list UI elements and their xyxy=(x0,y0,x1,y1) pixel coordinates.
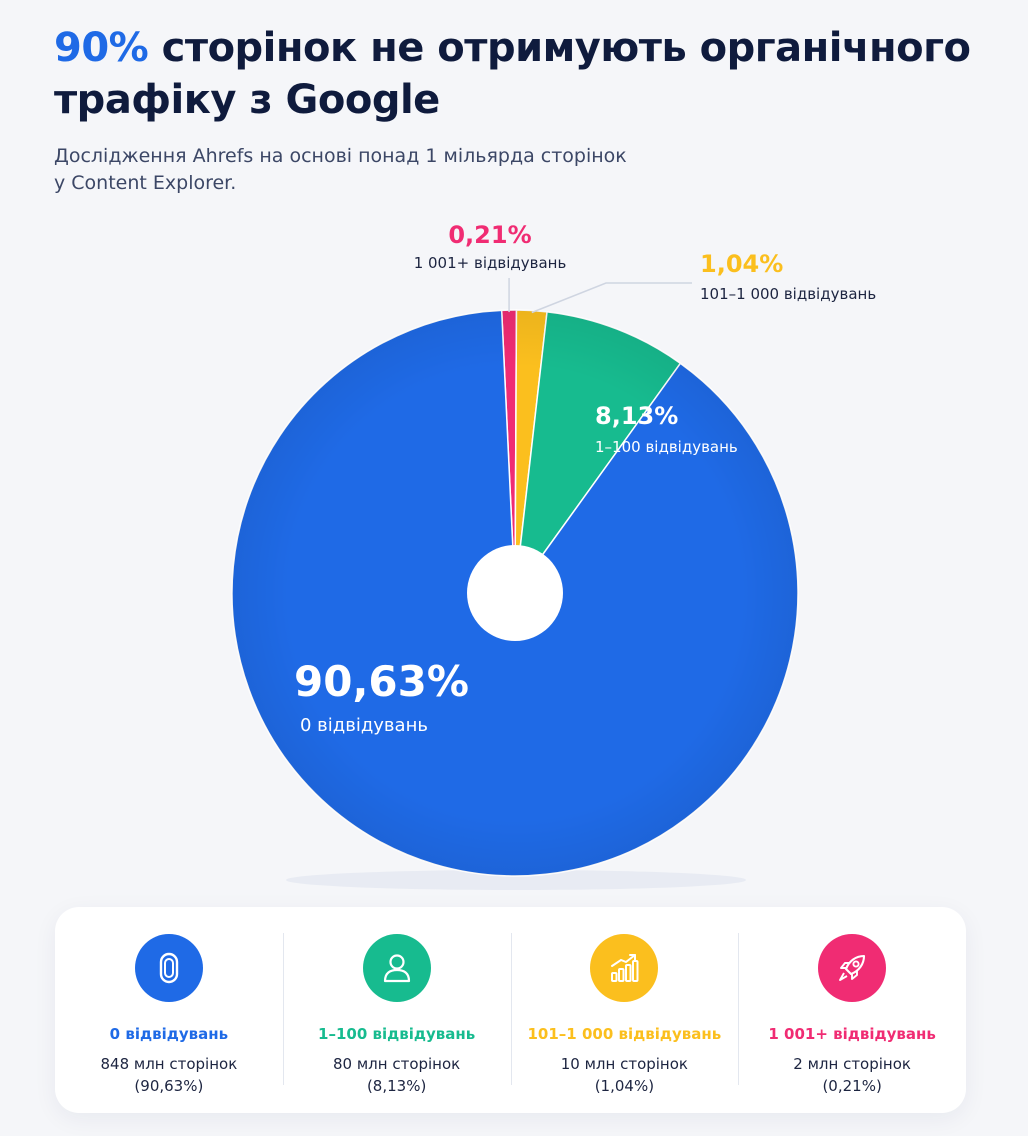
pie-chart: 90,63% 0 відвідувань 8,13% 1–100 відвідуван… xyxy=(231,221,876,890)
stat-value: 848 млн сторінок (90,63%) xyxy=(100,1053,237,1097)
stat-icon-circle xyxy=(134,934,203,1002)
stat-label: 0 відвідувань xyxy=(109,1025,229,1043)
stat-pages: 848 млн сторінок xyxy=(100,1055,238,1073)
stat-value: 80 млн сторінок (8,13%) xyxy=(333,1053,460,1097)
stat-label: 1 001+ відвідувань xyxy=(768,1025,936,1043)
slice-category-label-2: 101–1 000 відвідувань xyxy=(700,285,876,303)
slice-value-label-2: 1,04% xyxy=(700,250,783,278)
pie-shadow xyxy=(286,870,746,890)
slice-value-label-3: 0,21% xyxy=(448,221,531,249)
stat-value: 10 млн сторінок (1,04%) xyxy=(561,1053,688,1097)
title-text: сторінок не отримують органічного трафік… xyxy=(54,25,971,123)
stat-1001-plus-visits: 1 001+ відвідувань 2 млн сторінок (0,21%… xyxy=(738,907,966,1113)
rocket-icon xyxy=(839,954,866,981)
leader-line-2 xyxy=(531,282,692,314)
stats-card: 0 відвідувань 848 млн сторінок (90,63%) … xyxy=(55,907,966,1113)
page-subtitle: Дослідження Ahrefs на основі понад 1 міл… xyxy=(54,143,754,197)
stat-label: 101–1 000 відвідувань xyxy=(527,1025,722,1043)
stat-percent: (90,63%) xyxy=(134,1077,204,1095)
stat-icon-circle xyxy=(362,934,431,1002)
stat-101-1000-visits: 101–1 000 відвідувань 10 млн сторінок (1… xyxy=(510,907,739,1113)
stat-pages: 80 млн сторінок xyxy=(333,1055,461,1073)
stat-value: 2 млн сторінок (0,21%) xyxy=(793,1053,911,1097)
stat-icon-circle xyxy=(590,934,659,1002)
title-highlight: 90% xyxy=(54,25,149,71)
user-icon xyxy=(383,954,410,983)
stat-label: 1–100 відвідувань xyxy=(318,1025,476,1043)
page-title: 90% сторінок не отримують органічного тр… xyxy=(54,22,984,126)
slice-category-label-1: 1–100 відвідувань xyxy=(595,438,738,456)
subtitle-line-2: у Content Explorer. xyxy=(54,172,237,194)
stat-0-visits: 0 відвідувань 848 млн сторінок (90,63%) xyxy=(55,907,283,1113)
stat-percent: (1,04%) xyxy=(594,1077,655,1095)
stat-icon-circle xyxy=(818,934,887,1002)
pie-center-hole xyxy=(467,545,563,641)
slice-value-label-1: 8,13% xyxy=(595,402,678,430)
stat-pages: 10 млн сторінок xyxy=(560,1055,688,1073)
subtitle-line-1: Дослідження Ahrefs на основі понад 1 міл… xyxy=(54,145,627,167)
growth-chart-icon xyxy=(611,954,639,982)
stat-percent: (0,21%) xyxy=(822,1077,882,1095)
slice-category-label-3: 1 001+ відвідувань xyxy=(414,254,567,272)
slice-category-label-0: 0 відвідувань xyxy=(300,715,428,736)
stat-pages: 2 млн сторінок xyxy=(793,1055,911,1073)
stat-percent: (8,13%) xyxy=(366,1077,427,1095)
zero-icon xyxy=(159,952,179,984)
stat-1-100-visits: 1–100 відвідувань 80 млн сторінок (8,13%… xyxy=(282,907,511,1113)
slice-value-label-0: 90,63% xyxy=(294,657,469,706)
